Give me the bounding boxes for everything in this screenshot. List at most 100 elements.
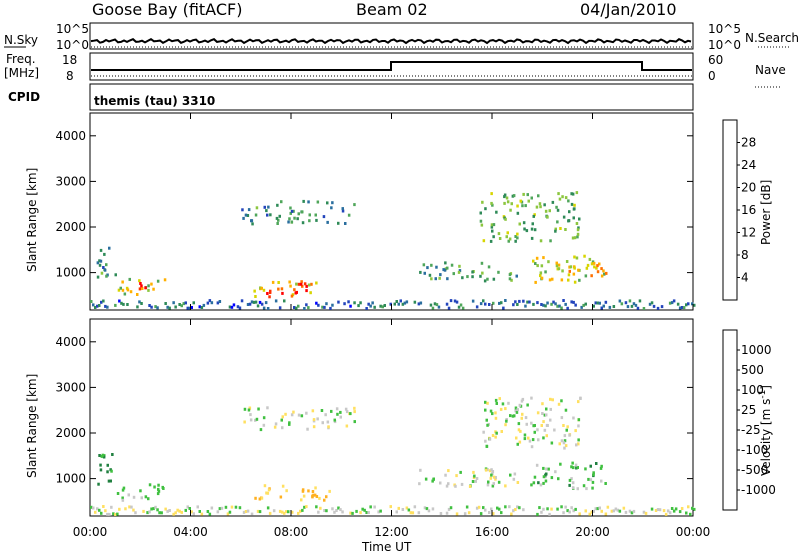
velocity-cell bbox=[363, 508, 366, 512]
power-cell bbox=[129, 290, 133, 294]
colorbar-tick-label: 500 bbox=[741, 363, 764, 377]
velocity-cell bbox=[563, 434, 567, 438]
power-cell bbox=[307, 306, 310, 310]
power-cell bbox=[371, 301, 374, 305]
velocity-cell bbox=[592, 471, 595, 475]
power-cell bbox=[457, 270, 461, 274]
power-cell bbox=[564, 196, 568, 200]
velocity-cell bbox=[680, 507, 684, 510]
velocity-cell bbox=[323, 498, 326, 502]
power-cell bbox=[596, 301, 599, 305]
velocity-cell bbox=[325, 495, 328, 499]
velocity-cell bbox=[504, 505, 507, 509]
velocity-cell bbox=[559, 462, 562, 466]
velocity-cell bbox=[526, 403, 529, 407]
velocity-cell bbox=[318, 496, 321, 500]
velocity-cell bbox=[290, 413, 294, 417]
power-cell bbox=[292, 209, 295, 213]
velocity-cell bbox=[379, 509, 382, 513]
power-cell bbox=[106, 305, 109, 309]
power-cell bbox=[502, 306, 505, 310]
power-cell bbox=[590, 274, 593, 278]
velocity-cell bbox=[587, 477, 590, 481]
xtick-label: 00:00 bbox=[73, 525, 108, 539]
colorbar-frame bbox=[722, 119, 738, 301]
velocity-cell bbox=[589, 478, 593, 482]
velocity-cell bbox=[494, 398, 498, 402]
power-cell bbox=[269, 213, 272, 217]
colorbar-tick-label: 12 bbox=[741, 226, 756, 240]
power-cell bbox=[341, 209, 345, 213]
power-cell bbox=[457, 305, 461, 309]
velocity-cell bbox=[431, 479, 434, 483]
xtick-label: 12:00 bbox=[374, 525, 409, 539]
velocity-cell bbox=[650, 507, 654, 511]
velocity-cell bbox=[287, 510, 290, 514]
power-cell bbox=[419, 270, 422, 274]
velocity-cell bbox=[260, 496, 264, 500]
power-cell bbox=[567, 273, 571, 277]
velocity-cell bbox=[455, 512, 459, 516]
velocity-cell bbox=[102, 455, 106, 459]
power-cell bbox=[322, 215, 326, 219]
velocity-cell bbox=[628, 509, 632, 513]
power-cell bbox=[274, 299, 278, 303]
velocity-cell bbox=[514, 406, 518, 410]
power-cell bbox=[551, 200, 555, 204]
velocity-cell bbox=[492, 475, 496, 479]
velocity-cell bbox=[564, 444, 568, 448]
velocity-cell bbox=[230, 505, 234, 509]
power-cell bbox=[293, 306, 296, 309]
power-cell bbox=[250, 219, 253, 223]
velocity-cell bbox=[255, 417, 259, 421]
velocity-cell bbox=[284, 412, 287, 416]
nsky-tick-bottom: 10^0 bbox=[56, 38, 89, 52]
nave-tick-top: 60 bbox=[708, 53, 723, 67]
power-cell bbox=[190, 306, 193, 309]
xtick-label: 04:00 bbox=[173, 525, 208, 539]
power-cell bbox=[422, 263, 426, 267]
power-cell bbox=[508, 277, 512, 281]
velocity-cell bbox=[288, 421, 291, 425]
power-cell bbox=[268, 295, 271, 299]
velocity-cell bbox=[537, 481, 540, 485]
velocity-cell bbox=[291, 510, 294, 514]
power-cell bbox=[102, 299, 105, 303]
power-cell bbox=[96, 304, 99, 308]
power-cell bbox=[656, 306, 660, 310]
power-cell bbox=[576, 232, 580, 236]
power-cell bbox=[575, 256, 579, 260]
power-cell bbox=[305, 289, 308, 293]
power-cell bbox=[481, 271, 484, 275]
power-cell bbox=[206, 301, 210, 305]
power-cell bbox=[547, 260, 550, 264]
power-cell bbox=[367, 302, 370, 306]
velocity-cell bbox=[98, 454, 101, 457]
power-cell bbox=[305, 284, 308, 288]
velocity-cell bbox=[644, 511, 648, 515]
power-cell bbox=[594, 301, 597, 305]
velocity-cell bbox=[560, 439, 564, 443]
power-cell bbox=[492, 223, 496, 227]
power-cell bbox=[554, 302, 557, 306]
power-cell bbox=[118, 299, 121, 303]
power-cell bbox=[572, 300, 575, 304]
power-cell bbox=[522, 192, 525, 196]
velocity-cell bbox=[280, 418, 283, 422]
velocity-cell bbox=[668, 511, 672, 515]
velocity-cell bbox=[662, 509, 666, 513]
power-cell bbox=[518, 299, 521, 303]
power-cell bbox=[628, 299, 632, 303]
power-cell bbox=[508, 273, 512, 277]
velocity-cell bbox=[306, 427, 309, 431]
velocity-cell bbox=[542, 475, 546, 479]
power-cell bbox=[280, 200, 283, 204]
velocity-cell bbox=[349, 412, 352, 416]
power-cell bbox=[568, 269, 571, 273]
power-cell bbox=[518, 222, 521, 226]
power-cell bbox=[668, 301, 672, 305]
velocity-cell bbox=[517, 422, 521, 426]
power-cell bbox=[455, 300, 459, 304]
power-cell bbox=[295, 282, 298, 286]
velocity-cell bbox=[571, 481, 575, 485]
